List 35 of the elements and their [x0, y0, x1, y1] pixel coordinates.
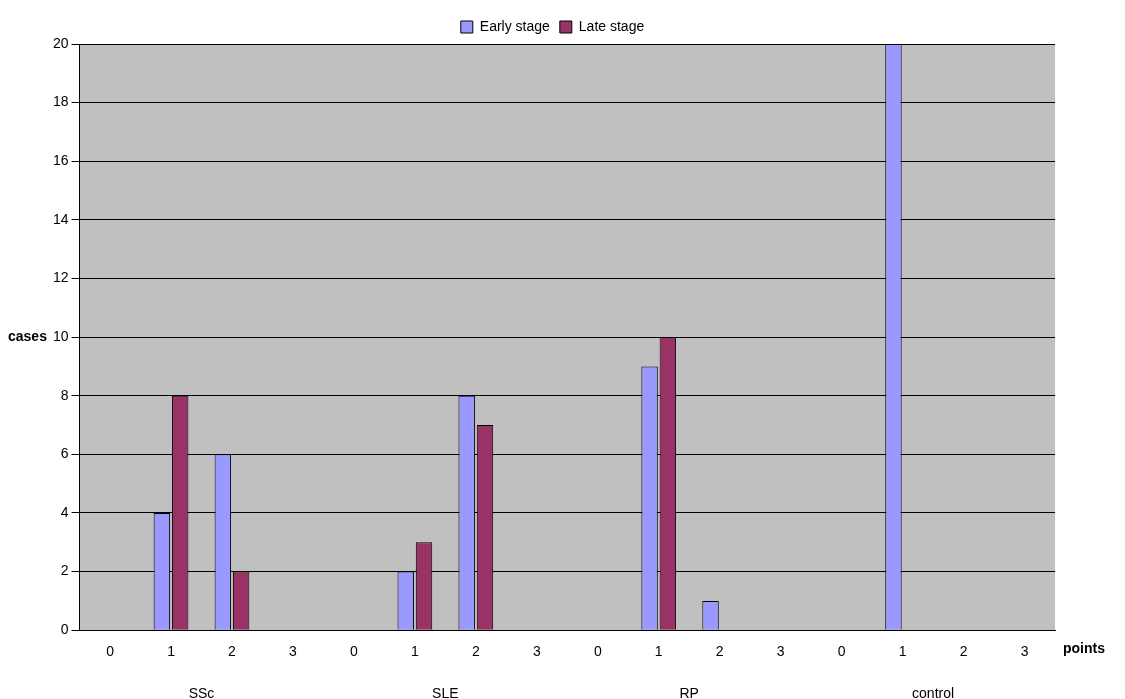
x-tick-label: 3	[1020, 643, 1029, 660]
x-tick-label: 0	[350, 643, 359, 660]
x-tick-label: 1	[654, 643, 663, 660]
y-tick-label: 10	[52, 327, 69, 344]
x-tick-label: 2	[471, 643, 480, 660]
y-tick-label: 6	[60, 445, 69, 462]
x-tick-label: 2	[715, 643, 724, 660]
x-tick-label: 1	[167, 643, 176, 660]
y-tick-label: 16	[52, 152, 69, 169]
text: SSc	[188, 684, 215, 699]
x-tick-label: 0	[106, 643, 115, 660]
x-tick-label: 0	[593, 643, 602, 660]
y-tick-label: 8	[60, 386, 69, 403]
legend-label: Late stage	[578, 17, 645, 34]
y-tick-label: 18	[52, 93, 69, 110]
x-tick-label: 3	[289, 643, 298, 660]
x-tick-label: 0	[837, 643, 846, 660]
y-tick-label: 0	[60, 621, 69, 638]
x-tick-label: 3	[776, 643, 785, 660]
text: RP	[679, 684, 699, 699]
y-tick-label: 14	[52, 210, 69, 227]
x-tick-label: 1	[410, 643, 419, 660]
x-tick-label: 2	[228, 643, 237, 660]
y-axis-title: cases	[8, 327, 48, 344]
x-tick-label: 3	[532, 643, 541, 660]
text: control	[912, 684, 955, 699]
text: SLE	[432, 684, 459, 699]
y-tick-label: 12	[52, 269, 69, 286]
x-axis-title: points	[1063, 640, 1106, 657]
x-tick-label: 1	[898, 643, 907, 660]
y-tick-label: 2	[60, 562, 69, 579]
y-tick-label: 4	[60, 503, 69, 520]
legend-label: Early stage	[479, 17, 551, 34]
y-tick-label: 20	[52, 34, 69, 51]
x-tick-label: 2	[959, 643, 968, 660]
